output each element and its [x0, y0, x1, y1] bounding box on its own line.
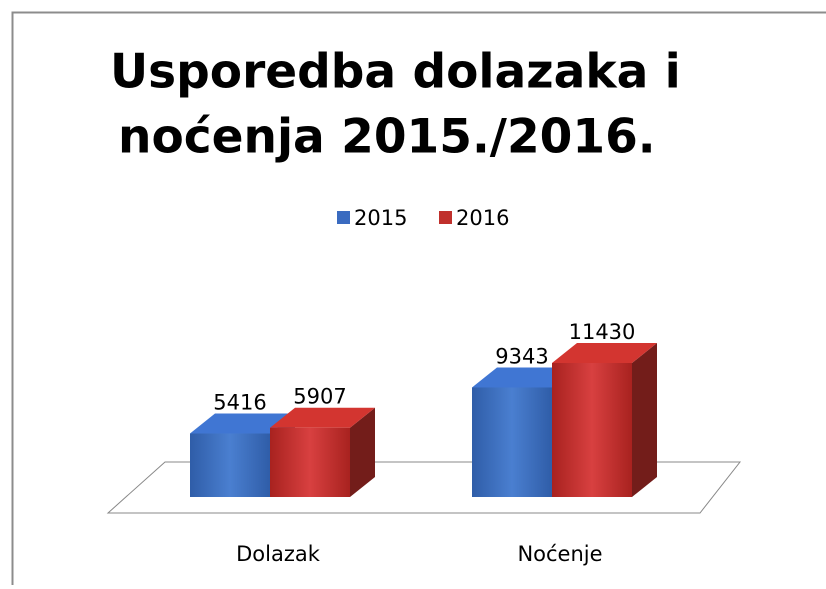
data-label: 9343 — [495, 344, 548, 368]
legend-swatch — [337, 211, 350, 224]
bar — [270, 428, 350, 497]
legend-label: 2016 — [456, 206, 509, 230]
data-label: 11430 — [569, 320, 636, 344]
bar-side — [632, 343, 657, 497]
x-tick-label: Noćenje — [517, 542, 602, 566]
data-label: 5907 — [293, 385, 346, 409]
legend-swatch — [439, 211, 452, 224]
legend-label: 2015 — [354, 206, 407, 230]
chart-title: noćenja 2015./2016. — [118, 110, 656, 165]
data-label: 5416 — [213, 391, 266, 415]
bar — [472, 387, 552, 497]
bar — [190, 434, 270, 497]
chart-title: Usporedba dolazaka i — [110, 45, 681, 100]
bar — [552, 363, 632, 497]
x-tick-label: Dolazak — [236, 542, 321, 566]
